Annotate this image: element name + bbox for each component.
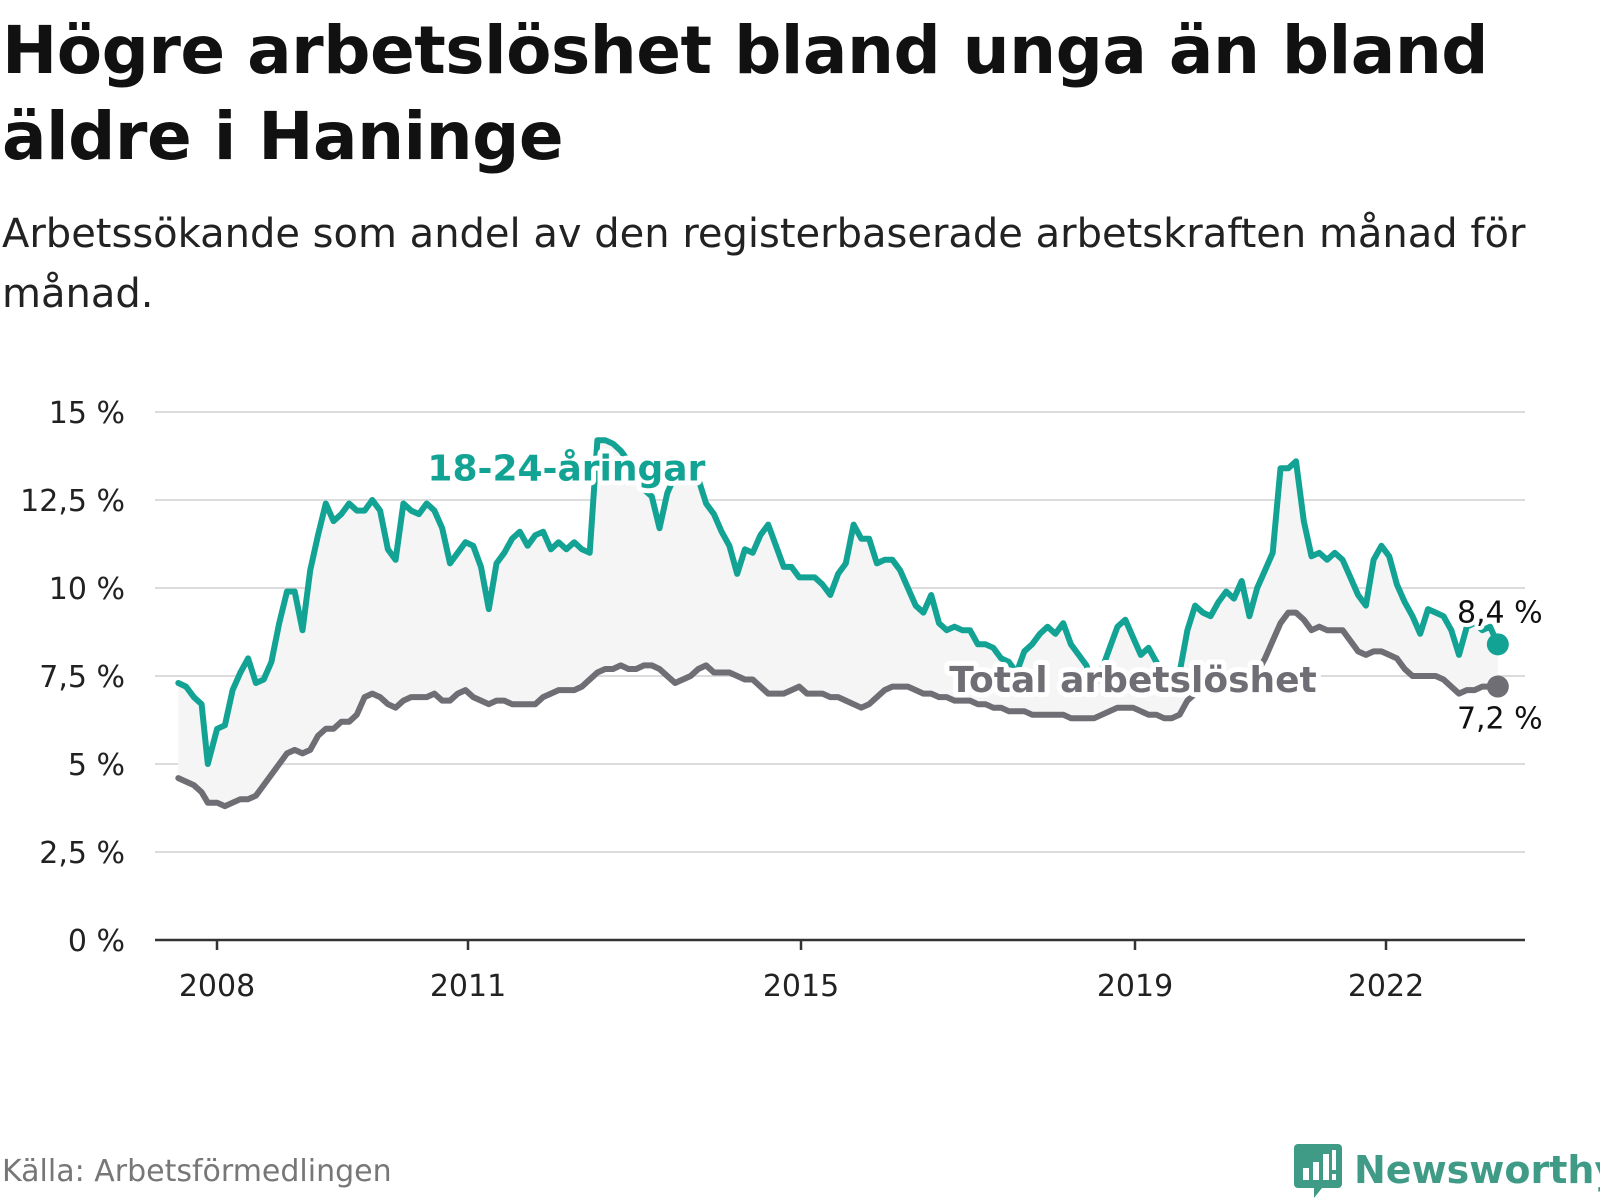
y-tick-label: 15 %	[49, 396, 125, 431]
line-chart: 0 % 2,5 % 5 % 7,5 % 10 % 12,5 % 15 % 2008 2011 20…	[20, 396, 1547, 1004]
series-labels: 18-24-åringar Total arbetslöshet 8,4 % 7,2 …	[422, 444, 1546, 741]
series-label: 18-24-åringar	[427, 449, 705, 490]
brand-name: Newsworthy	[1354, 1148, 1600, 1192]
x-tick-label: 2008	[179, 969, 255, 1004]
end-value-label: 8,4 %	[1457, 595, 1543, 630]
area-between-series	[178, 440, 1498, 807]
y-tick-label: 12,5 %	[20, 484, 125, 519]
y-tick-label: 5 %	[68, 748, 125, 783]
x-tick-label: 2019	[1097, 969, 1173, 1004]
x-tick-label: 2022	[1348, 969, 1424, 1004]
series-lines	[175, 437, 1509, 810]
y-tick-label: 0 %	[68, 924, 125, 959]
series-end-point	[1486, 675, 1509, 698]
y-tick-label: 7,5 %	[39, 660, 125, 695]
chart-title: Högre arbetslöshet bland unga än bland ä…	[2, 12, 1489, 175]
series-label: Total arbetslöshet	[949, 660, 1317, 701]
y-tick-label: 10 %	[49, 572, 125, 607]
y-tick-label: 2,5 %	[39, 836, 125, 871]
x-tick-label: 2015	[763, 969, 839, 1004]
area-fill	[178, 440, 1498, 807]
axes: 0 % 2,5 % 5 % 7,5 % 10 % 12,5 % 15 % 2008 2011 20…	[20, 396, 1525, 1004]
x-tick-label: 2011	[430, 969, 506, 1004]
end-value-label: 7,2 %	[1457, 702, 1543, 737]
source-note: Källa: Arbetsförmedlingen	[2, 1154, 392, 1189]
series-line	[175, 609, 1501, 810]
chart-subtitle: Arbetssökande som andel av den registerb…	[2, 211, 1526, 317]
series-end-point	[1486, 633, 1509, 656]
newsworthy-logo-icon	[1294, 1144, 1342, 1198]
brand-logo[interactable]: Newsworthy	[1292, 1140, 1600, 1200]
series-line	[175, 437, 1501, 767]
